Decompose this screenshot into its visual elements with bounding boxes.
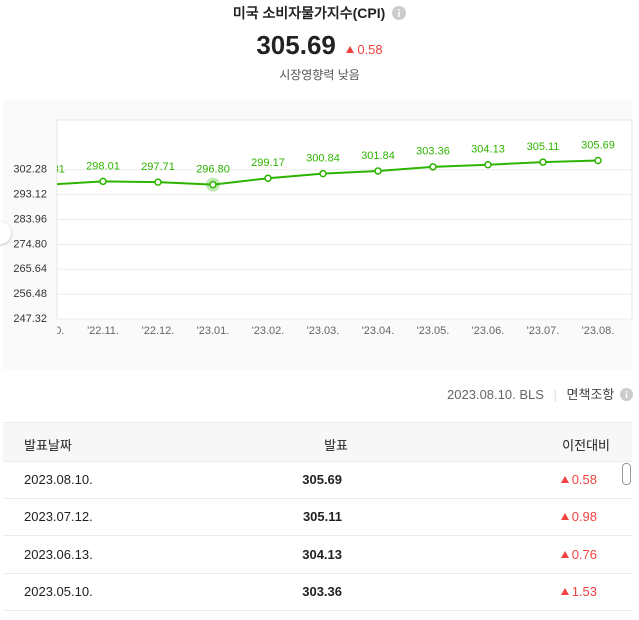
point [99, 177, 107, 186]
source-wrap: 2023.08.10. BLS | 면책조항 [447, 384, 633, 403]
table-row: 2023.06.13. 304.13 0.76 [3, 536, 632, 574]
x-tick-label: '23.02. [252, 325, 285, 337]
header-title-wrap: 미국 소비자물가지수(CPI) [0, 3, 639, 23]
table-row: 2023.08.10. 305.69 0.58 [3, 461, 632, 499]
scrollbar[interactable] [622, 463, 631, 485]
x-tick-label: '23.05. [417, 325, 450, 337]
y-tick-label: 283.96 [13, 213, 47, 225]
data-label: 298.01 [86, 160, 120, 172]
table-row: 2023.07.12. 305.11 0.98 [3, 498, 632, 537]
table-row: 2023.05.10. 303.36 1.53 [3, 573, 632, 611]
column-header: 이전대비 [562, 438, 610, 453]
date: 2023.07.12. [24, 509, 93, 525]
date: 2023.08.10. [24, 472, 93, 487]
data-label: 296.80 [196, 164, 230, 176]
y-tick-label: 293.12 [13, 189, 47, 201]
change-value: 0.58 [571, 472, 597, 487]
up-icon [560, 587, 569, 595]
y-tick-label: 247.32 [13, 313, 47, 325]
point [374, 167, 382, 175]
date: 2023.05.10. [24, 583, 93, 599]
value: 303.36 [302, 583, 342, 599]
point [429, 163, 437, 171]
subtitle: 시장영향력 낮음 [279, 68, 360, 82]
x-tick-label: '23.07. [527, 325, 560, 337]
x-tick-label: '23.01. [197, 325, 230, 337]
data-label: 296.81 [31, 164, 65, 176]
data-label: 305.69 [581, 139, 615, 151]
source: 2023.08.10. BLS [447, 387, 544, 402]
info-icon[interactable] [392, 6, 407, 20]
data-label: 304.13 [471, 144, 505, 156]
y-tick-label: 274.80 [13, 238, 47, 250]
x-tick-label: '22.11. [87, 325, 119, 337]
up-icon [560, 550, 569, 558]
change-value: 0.98 [571, 509, 597, 525]
data-label: 297.71 [141, 161, 175, 173]
y-tick-label: 265.64 [13, 263, 47, 275]
point [539, 158, 547, 166]
current-value: 305.69 [256, 30, 336, 60]
x-tick-label: '23.04. [362, 325, 395, 337]
x-tick-label: '23.08. [582, 325, 615, 337]
change-value: 1.53 [571, 583, 597, 599]
date: 2023.06.13. [24, 546, 93, 562]
data-label: 303.36 [416, 146, 450, 158]
point [319, 169, 327, 178]
point [154, 178, 162, 186]
change: 0.98 [560, 509, 597, 525]
value-wrap: 305.69 0.58 [0, 30, 639, 61]
value: 305.11 [302, 509, 342, 525]
data-label: 299.17 [251, 157, 285, 169]
data-label: 300.84 [306, 153, 340, 165]
chart: '22.10. '22.11. '22.12. '23.01. '23.02. '23.0… [0, 100, 633, 370]
point [484, 160, 492, 169]
y-tick-label: 302.28 [13, 164, 47, 176]
point [209, 180, 217, 189]
change: 0.76 [560, 546, 597, 562]
up-icon [560, 476, 569, 483]
title: 미국 소비자물가지수(CPI) [232, 5, 386, 21]
x-tick-label: '22.12. [142, 325, 175, 337]
up-icon [560, 513, 569, 521]
change: 1.53 [560, 583, 597, 599]
value: 304.13 [302, 546, 342, 562]
change-value: 0.58 [357, 42, 383, 57]
scroll-button[interactable] [0, 222, 11, 244]
change-value: 0.76 [571, 546, 597, 562]
x-tick-label: '22.10. [32, 325, 65, 337]
data-label: 305.11 [527, 141, 560, 153]
point [264, 174, 272, 182]
x-tick-label: '23.03. [307, 325, 340, 337]
table-header: 발표날짜 발표 이전대비 [3, 422, 632, 462]
value: 305.69 [302, 472, 342, 487]
column-header: 발표날짜 [24, 438, 72, 453]
change: 0.58 [346, 42, 383, 57]
y-tick-label: 256.48 [13, 288, 47, 300]
x-tick-label: '23.06. [472, 325, 505, 337]
change: 0.58 [560, 472, 597, 487]
disclaimer[interactable]: 면책조항 [566, 387, 615, 402]
data-label: 301.84 [361, 150, 395, 162]
point [594, 156, 602, 165]
column-header: 발표 [324, 438, 348, 453]
info-icon[interactable] [620, 388, 633, 401]
